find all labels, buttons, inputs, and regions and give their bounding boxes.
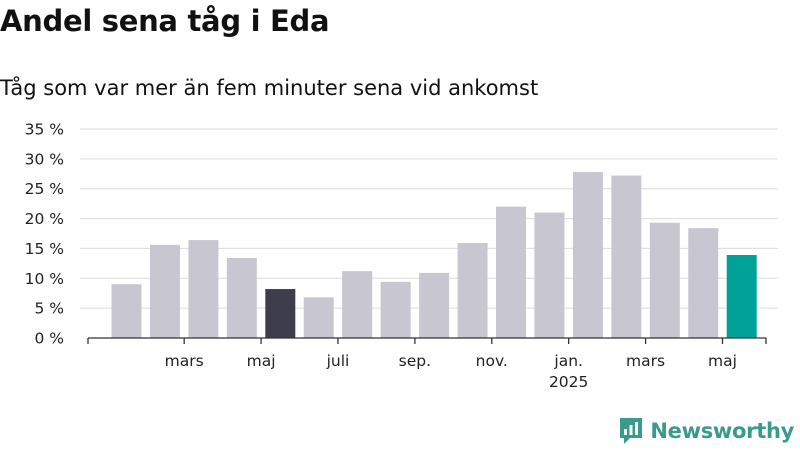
x-tick-label: mars (626, 352, 665, 370)
bar (496, 206, 526, 338)
bar (149, 244, 180, 338)
x-tick-label: jan. (553, 352, 583, 370)
bar (342, 271, 373, 338)
y-tick-label: 0 % (34, 330, 64, 348)
y-tick-label: 20 % (25, 210, 64, 228)
chart-title: Andel sena tåg i Eda (0, 4, 330, 38)
y-tick-label: 5 % (34, 300, 64, 318)
x-tick-label: nov. (476, 352, 508, 370)
bar (457, 243, 488, 338)
y-tick-label: 35 % (25, 121, 64, 139)
bar (688, 228, 719, 338)
bar (419, 272, 450, 338)
x-tick-label: sep. (399, 352, 431, 370)
bar (265, 289, 296, 338)
bar (188, 240, 219, 338)
bar (111, 284, 142, 338)
bar (649, 222, 680, 338)
y-tick-label: 15 % (25, 240, 64, 258)
bar (226, 257, 257, 338)
chart-subtitle: Tåg som var mer än fem minuter sena vid … (0, 76, 539, 100)
x-tick-label: maj (247, 352, 276, 370)
newsworthy-logo: Newsworthy (618, 416, 794, 446)
x-tick-label: maj (708, 352, 737, 370)
newsworthy-chart-icon (620, 418, 643, 444)
bar (726, 254, 757, 338)
x-tick-year-label: 2025 (549, 373, 588, 391)
bar (611, 175, 642, 338)
y-axis-tick-labels: 0 % 5 % 10 % 15 % 20 % 25 % 30 % 35 % (25, 121, 64, 348)
brand-name: Newsworthy (650, 419, 794, 443)
y-tick-label: 25 % (25, 180, 64, 198)
bar (303, 297, 334, 338)
bar (572, 171, 603, 338)
x-tick-label: mars (165, 352, 204, 370)
bars (111, 171, 757, 338)
x-tick-label: juli (326, 352, 350, 370)
bar (380, 281, 411, 338)
y-tick-label: 10 % (25, 270, 64, 288)
y-tick-label: 30 % (25, 150, 64, 168)
x-axis-ticks: mars maj juli sep. nov. jan. 2025 mars maj (87, 338, 767, 391)
bar (534, 212, 565, 338)
